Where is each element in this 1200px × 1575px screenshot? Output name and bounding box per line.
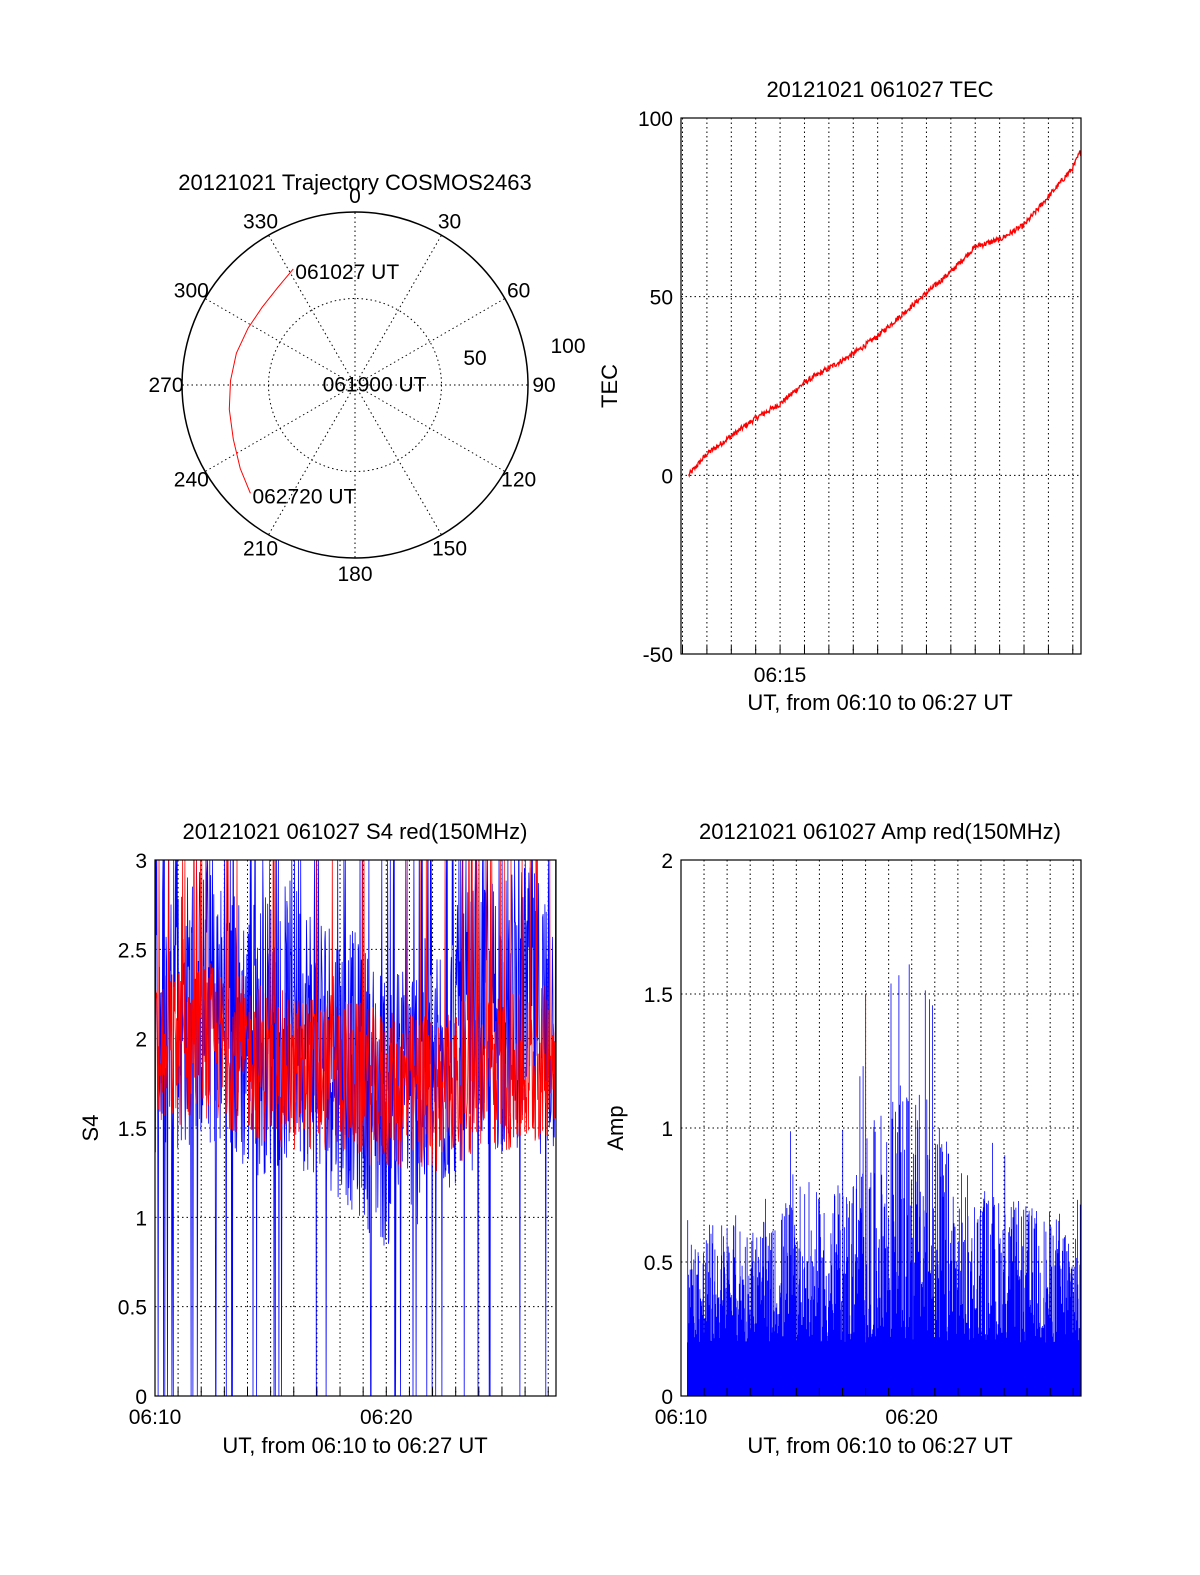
trajectory-panel: 20121021 Trajectory COSMOS2463 0 30 60 90 12… xyxy=(148,170,585,586)
polar-spoke xyxy=(354,298,506,386)
y-tick-label: 1 xyxy=(135,1207,147,1230)
y-tick-label: 2 xyxy=(135,1029,147,1052)
tec-frame xyxy=(680,117,1082,655)
y-tick-label: 0.5 xyxy=(118,1297,147,1320)
x-tick-label: 06:20 xyxy=(360,1406,413,1429)
trajectory-time-label: 061900 UT xyxy=(323,373,427,396)
tec-series xyxy=(688,150,1082,478)
angle-label: 240 xyxy=(174,469,209,492)
angle-label: 270 xyxy=(148,374,183,397)
y-tick-label: 0.5 xyxy=(644,1252,673,1275)
amp-title: 20121021 061027 Amp red(150MHz) xyxy=(699,819,1061,844)
x-tick-label: 06:10 xyxy=(655,1406,708,1429)
s4-frame xyxy=(154,859,557,1397)
trajectory-line xyxy=(228,268,294,494)
x-tick-label: 06:20 xyxy=(885,1406,938,1429)
polar-spoke xyxy=(268,234,356,386)
tec-xlabel: UT, from 06:10 to 06:27 UT xyxy=(747,690,1012,715)
y-tick-label: 3 xyxy=(135,850,147,873)
angle-label: 0 xyxy=(349,185,361,208)
trajectory-series xyxy=(228,268,294,494)
s4-title: 20121021 061027 S4 red(150MHz) xyxy=(183,819,528,844)
x-tick-label: 06:15 xyxy=(754,664,807,687)
tec-ylabel: TEC xyxy=(597,364,622,408)
amp-ticks: 0 0.5 1 1.5 2 06:10 06:20 xyxy=(644,850,1074,1429)
angle-label: 90 xyxy=(532,374,555,397)
s4-ticks: 0 0.5 1 1.5 2 2.5 3 06:10 06:20 xyxy=(118,850,549,1429)
amp-xlabel: UT, from 06:10 to 06:27 UT xyxy=(747,1433,1012,1458)
radial-label-50: 50 xyxy=(463,347,486,370)
angle-label: 300 xyxy=(174,280,209,303)
polar-outer-circle xyxy=(181,211,529,559)
amp-series xyxy=(687,964,1082,1396)
polar-labels: 0 30 60 90 120 150 180 210 240 270 300 330 50 100 xyxy=(148,185,585,586)
y-tick-label: 0 xyxy=(135,1386,147,1409)
polar-grid xyxy=(181,211,529,559)
s4-xlabel: UT, from 06:10 to 06:27 UT xyxy=(222,1433,487,1458)
amp-frame xyxy=(680,859,1082,1397)
angle-label: 330 xyxy=(243,210,278,233)
y-tick-label: 2.5 xyxy=(118,939,147,962)
tec-title: 20121021 061027 TEC xyxy=(766,77,993,102)
y-tick-label: 1.5 xyxy=(118,1118,147,1141)
y-tick-label: -50 xyxy=(643,644,673,667)
trajectory-annotations: 061027 UT 061900 UT 062720 UT xyxy=(252,261,426,508)
polar-spoke xyxy=(354,384,442,536)
y-tick-label: 0 xyxy=(661,465,673,488)
angle-label: 210 xyxy=(243,538,278,561)
amp-panel: 20121021 061027 Amp red(150MHz) 0 0.5 1 1.5… xyxy=(603,819,1082,1458)
s4-panel: 20121021 061027 S4 red(150MHz) 0 0.5 1 1.5 2… xyxy=(78,819,557,1458)
trajectory-time-label: 062720 UT xyxy=(252,485,356,508)
amp-ylabel: Amp xyxy=(603,1105,628,1150)
y-tick-label: 1.5 xyxy=(644,984,673,1007)
trajectory-time-label: 061027 UT xyxy=(295,261,399,284)
x-tick-label: 06:10 xyxy=(129,1406,182,1429)
y-tick-label: 2 xyxy=(661,850,673,873)
angle-label: 180 xyxy=(337,563,372,586)
polar-spoke xyxy=(354,384,506,472)
tec-grid xyxy=(681,117,1081,655)
s4-series xyxy=(154,859,557,1397)
s4-red-line xyxy=(154,859,557,1172)
y-tick-label: 50 xyxy=(650,287,673,310)
angle-label: 120 xyxy=(501,469,536,492)
radial-label-100: 100 xyxy=(550,335,585,358)
angle-label: 30 xyxy=(438,210,461,233)
y-tick-label: 0 xyxy=(661,1386,673,1409)
polar-spoke xyxy=(204,384,356,472)
angle-label: 60 xyxy=(507,280,530,303)
y-tick-label: 1 xyxy=(661,1118,673,1141)
polar-spoke xyxy=(268,384,356,536)
polar-spoke xyxy=(204,298,356,386)
angle-label: 150 xyxy=(432,538,467,561)
amp-blue-trace xyxy=(687,964,1082,1396)
tec-ticks: -50 0 50 100 06:15 xyxy=(638,108,1074,687)
tec-panel: 20121021 061027 TEC -50 0 50 100 06:15 UT, f… xyxy=(597,77,1082,715)
trajectory-title: 20121021 Trajectory COSMOS2463 xyxy=(178,170,531,195)
tec-line xyxy=(688,150,1082,478)
y-tick-label: 100 xyxy=(638,108,673,131)
polar-spoke xyxy=(354,234,442,386)
s4-ylabel: S4 xyxy=(78,1115,103,1142)
